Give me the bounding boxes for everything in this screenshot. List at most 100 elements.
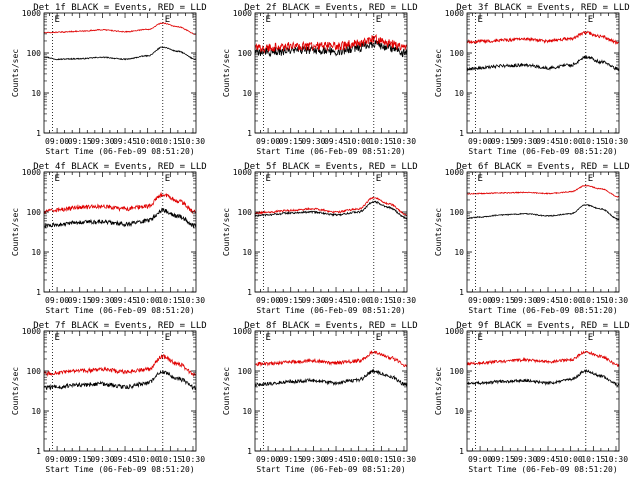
y-tick-label: 1000 (22, 168, 41, 177)
y-tick-label: 100 (27, 208, 42, 217)
x-tick-label: 09:45 (536, 137, 560, 146)
x-tick-label: 09:00 (468, 137, 492, 146)
y-tick-label: 10 (454, 248, 464, 257)
panel-title: Det 6f BLACK = Events, RED = LLD (456, 162, 629, 172)
x-tick-label: 10:30 (392, 137, 416, 146)
x-tick-label: 09:30 (301, 455, 325, 464)
time-marker-label: E (266, 15, 271, 25)
x-tick-label: 10:30 (392, 455, 416, 464)
y-axis-label: Counts/sec (11, 367, 20, 415)
x-tick-label: 10:15 (369, 137, 393, 146)
x-tick-label: 10:00 (559, 455, 583, 464)
x-tick-label: 10:00 (347, 137, 371, 146)
x-tick-label: 09:45 (324, 455, 348, 464)
y-tick-label: 100 (27, 367, 42, 376)
y-tick-label: 1000 (22, 327, 41, 336)
x-tick-label: 09:30 (90, 296, 114, 305)
events-series-line (254, 39, 408, 58)
events-series-line (254, 368, 408, 388)
detector-panel-1f: Det 1f BLACK = Events, RED = LLD E E 1 10 100… (11, 3, 207, 156)
lld-series-line (466, 30, 620, 45)
x-tick-label: 09:00 (256, 137, 280, 146)
events-series-line (43, 369, 197, 391)
x-axis-label: Start Time (06-Feb-09 08:51:20) (45, 306, 194, 315)
x-tick-label: 09:45 (324, 296, 348, 305)
y-axis-label: Counts/sec (11, 49, 20, 97)
plot-frame (254, 12, 408, 134)
detector-panel-2f: Det 2f BLACK = Events, RED = LLD E E 1 10 100… (222, 3, 418, 156)
y-axis-label: Counts/sec (222, 49, 231, 97)
y-tick-label: 10 (242, 89, 252, 98)
x-tick-label: 10:30 (392, 296, 416, 305)
x-tick-label: 09:00 (45, 455, 69, 464)
time-marker-label: E (55, 174, 60, 184)
plot-frame (254, 330, 408, 452)
plot-frame (466, 171, 620, 293)
time-marker-label: E (266, 333, 271, 343)
plot-frame (466, 330, 620, 452)
time-marker-label: E (266, 174, 271, 184)
time-marker-label: E (478, 333, 483, 343)
time-marker-label: E (55, 333, 60, 343)
x-tick-label: 09:15 (279, 455, 303, 464)
y-axis-label: Counts/sec (434, 208, 443, 256)
plot-frame (466, 12, 620, 134)
events-series-line (254, 200, 408, 221)
time-marker-label: E (55, 15, 60, 25)
lld-series-line (43, 191, 197, 215)
x-tick-label: 10:15 (581, 455, 605, 464)
x-tick-label: 09:15 (68, 455, 92, 464)
x-tick-label: 09:00 (256, 455, 280, 464)
lld-series-line (43, 22, 197, 35)
plot-frame (254, 171, 408, 293)
y-axis-label: Counts/sec (11, 208, 20, 256)
y-tick-label: 1 (459, 288, 464, 297)
y-tick-label: 1000 (233, 9, 252, 18)
y-tick-label: 100 (450, 367, 465, 376)
x-tick-label: 09:30 (301, 137, 325, 146)
x-tick-label: 10:30 (181, 137, 205, 146)
events-series-line (466, 368, 620, 387)
x-tick-label: 09:45 (536, 296, 560, 305)
x-axis-label: Start Time (06-Feb-09 08:51:20) (45, 147, 194, 156)
panel-title: Det 1f BLACK = Events, RED = LLD (33, 3, 206, 13)
x-axis-label: Start Time (06-Feb-09 08:51:20) (256, 306, 405, 315)
events-series-line (43, 207, 197, 229)
x-tick-label: 09:15 (279, 296, 303, 305)
detector-panel-3f: Det 3f BLACK = Events, RED = LLD E E 1 10 100… (434, 3, 630, 156)
y-tick-label: 10 (454, 407, 464, 416)
y-tick-label: 1000 (445, 168, 464, 177)
x-axis-label: Start Time (06-Feb-09 08:51:20) (468, 306, 617, 315)
y-tick-label: 10 (31, 407, 41, 416)
x-axis-label: Start Time (06-Feb-09 08:51:20) (468, 465, 617, 474)
y-axis-label: Counts/sec (222, 208, 231, 256)
y-tick-label: 10 (454, 89, 464, 98)
events-series-line (43, 46, 197, 61)
x-axis-label: Start Time (06-Feb-09 08:51:20) (468, 147, 617, 156)
y-tick-label: 1000 (445, 327, 464, 336)
x-tick-label: 09:30 (513, 296, 537, 305)
y-tick-label: 1 (36, 447, 41, 456)
y-tick-label: 1000 (233, 327, 252, 336)
time-marker-label: E (376, 333, 381, 343)
time-marker-label: E (165, 174, 170, 184)
time-marker-label: E (588, 15, 593, 25)
detector-panel-5f: Det 5f BLACK = Events, RED = LLD E E 1 10 100… (222, 162, 418, 315)
x-tick-label: 10:00 (136, 296, 160, 305)
detector-panel-8f: Det 8f BLACK = Events, RED = LLD E E 1 10 100… (222, 321, 418, 474)
lld-series-line (466, 184, 620, 198)
y-tick-label: 1 (36, 288, 41, 297)
x-tick-label: 10:00 (347, 455, 371, 464)
panel-title: Det 5f BLACK = Events, RED = LLD (244, 162, 417, 172)
time-marker-label: E (165, 15, 170, 25)
x-tick-label: 09:30 (90, 137, 114, 146)
x-tick-label: 10:00 (347, 296, 371, 305)
panel-title: Det 4f BLACK = Events, RED = LLD (33, 162, 206, 172)
x-tick-label: 10:15 (581, 137, 605, 146)
x-tick-label: 09:15 (68, 137, 92, 146)
y-tick-label: 1 (247, 288, 252, 297)
y-tick-label: 1 (459, 129, 464, 138)
y-axis-label: Counts/sec (222, 367, 231, 415)
x-tick-label: 10:00 (136, 455, 160, 464)
